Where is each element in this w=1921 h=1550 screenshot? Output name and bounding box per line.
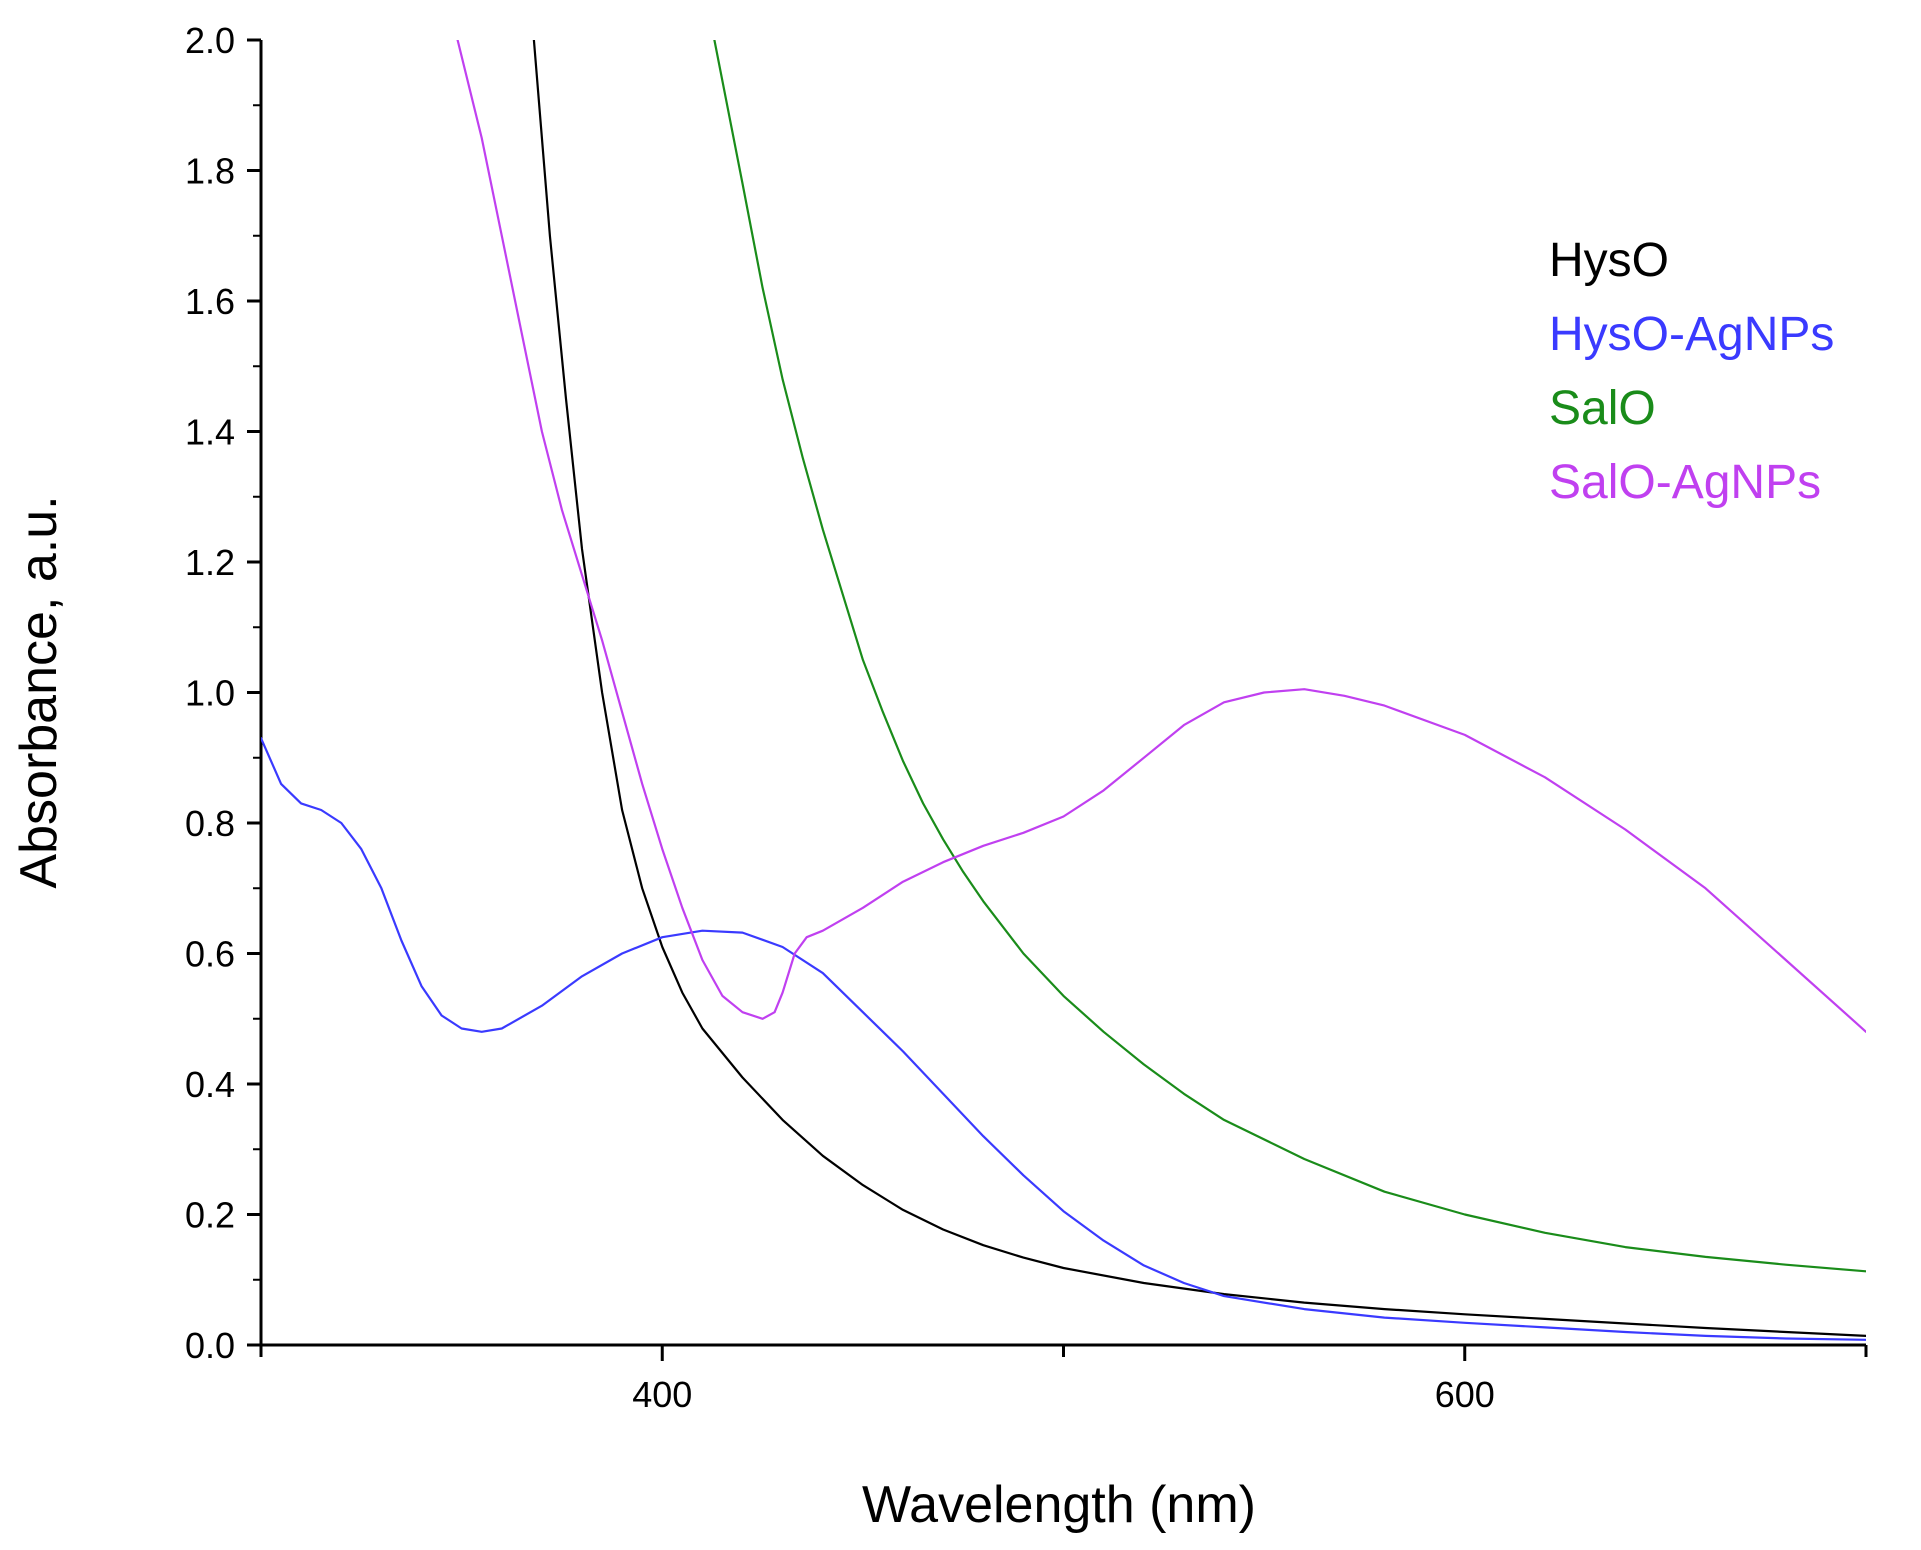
y-tick-label: 0.4 [185, 1064, 235, 1105]
axes: 0.0 0.2 0.4 0.6 0.8 1.0 1.2 1.4 1.6 1.8 2.0 400 600 [185, 20, 1868, 1415]
x-tick-label: 400 [632, 1374, 692, 1415]
y-tick-label: 1.2 [185, 542, 235, 583]
legend-label-hyso: HysO [1549, 234, 1669, 287]
y-tick-label: 0.6 [185, 934, 235, 975]
y-tick-label: 2.0 [185, 20, 235, 61]
series-line-salo [713, 40, 1866, 1273]
y-tick-label: 1.6 [185, 281, 235, 322]
y-tick-label: 0.0 [185, 1325, 235, 1366]
y-tick-label: 1.0 [185, 673, 235, 714]
y-tick-label: 0.2 [185, 1195, 235, 1236]
series-layer [261, 40, 1866, 1341]
legend-label-salo-agnps: SalO-AgNPs [1549, 456, 1821, 509]
legend-label-salo: SalO [1549, 382, 1656, 435]
y-tick-label: 1.8 [185, 151, 235, 192]
y-tick-label: 0.8 [185, 803, 235, 844]
series-line-hyso [532, 40, 1866, 1338]
y-tick-label: 1.4 [185, 412, 235, 453]
series-line-salo-agnps [456, 40, 1866, 1033]
y-axis-title: Absorbance, a.u. [10, 495, 68, 888]
x-axis-title: Wavelength (nm) [862, 1476, 1256, 1534]
legend: HysO HysO-AgNPs SalO SalO-AgNPs [1549, 234, 1834, 509]
legend-label-hyso-agnps: HysO-AgNPs [1549, 308, 1834, 361]
series-line-hyso-agnps [261, 737, 1866, 1341]
x-tick-label: 600 [1435, 1374, 1495, 1415]
